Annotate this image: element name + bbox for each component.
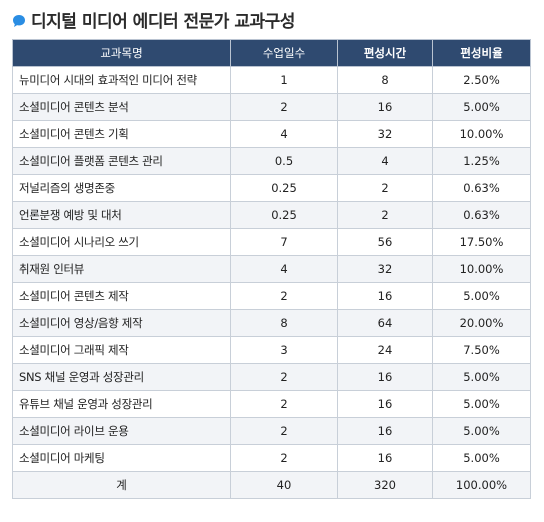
table-header-row: 교과목명 수업일수 편성시간 편성비율 <box>12 39 531 67</box>
table-row: 소셜미디어 콘텐츠 제작 2 16 5.00% <box>12 282 531 310</box>
days-cell: 2 <box>230 93 338 121</box>
column-header-subject: 교과목명 <box>12 39 231 67</box>
total-hours: 320 <box>337 471 433 499</box>
ratio-cell: 5.00% <box>432 363 531 391</box>
ratio-cell: 0.63% <box>432 174 531 202</box>
hours-cell: 8 <box>337 66 433 94</box>
days-cell: 7 <box>230 228 338 256</box>
subject-cell: 소셜미디어 콘텐츠 분석 <box>12 93 231 121</box>
page-title: 디지털 미디어 에디터 전문가 교과구성 <box>31 11 295 32</box>
subject-cell: 취재원 인터뷰 <box>12 255 231 283</box>
subject-cell: 언론분쟁 예방 및 대처 <box>12 201 231 229</box>
ratio-cell: 5.00% <box>432 444 531 472</box>
hours-cell: 32 <box>337 255 433 283</box>
total-days: 40 <box>230 471 338 499</box>
table-row: 유튜브 채널 운영과 성장관리 2 16 5.00% <box>12 390 531 418</box>
total-ratio: 100.00% <box>432 471 531 499</box>
days-cell: 4 <box>230 120 338 148</box>
ratio-cell: 5.00% <box>432 417 531 445</box>
hours-cell: 56 <box>337 228 433 256</box>
days-cell: 3 <box>230 336 338 364</box>
days-cell: 0.25 <box>230 201 338 229</box>
column-header-days: 수업일수 <box>230 39 338 67</box>
page-title-bar: 디지털 미디어 에디터 전문가 교과구성 <box>12 6 295 32</box>
hours-cell: 4 <box>337 147 433 175</box>
table-row: SNS 채널 운영과 성장관리 2 16 5.00% <box>12 363 531 391</box>
subject-cell: 소셜미디어 마케팅 <box>12 444 231 472</box>
days-cell: 2 <box>230 282 338 310</box>
total-label: 계 <box>12 471 231 499</box>
table-row: 소셜미디어 플랫폼 콘텐츠 관리 0.5 4 1.25% <box>12 147 531 175</box>
table-body: 뉴미디어 시대의 효과적인 미디어 전략 1 8 2.50% 소셜미디어 콘텐츠… <box>12 66 531 499</box>
column-header-ratio: 편성비율 <box>432 39 531 67</box>
ratio-cell: 1.25% <box>432 147 531 175</box>
days-cell: 1 <box>230 66 338 94</box>
subject-cell: 뉴미디어 시대의 효과적인 미디어 전략 <box>12 66 231 94</box>
days-cell: 2 <box>230 444 338 472</box>
subject-cell: 소셜미디어 그래픽 제작 <box>12 336 231 364</box>
table-row: 소셜미디어 시나리오 쓰기 7 56 17.50% <box>12 228 531 256</box>
table-row: 저널리즘의 생명존중 0.25 2 0.63% <box>12 174 531 202</box>
hours-cell: 16 <box>337 93 433 121</box>
subject-cell: 소셜미디어 라이브 운용 <box>12 417 231 445</box>
table-row: 뉴미디어 시대의 효과적인 미디어 전략 1 8 2.50% <box>12 66 531 94</box>
subject-cell: 소셜미디어 콘텐츠 기획 <box>12 120 231 148</box>
hours-cell: 2 <box>337 174 433 202</box>
ratio-cell: 5.00% <box>432 390 531 418</box>
ratio-cell: 10.00% <box>432 255 531 283</box>
days-cell: 8 <box>230 309 338 337</box>
subject-cell: SNS 채널 운영과 성장관리 <box>12 363 231 391</box>
speech-bubble-icon <box>12 13 26 27</box>
subject-cell: 소셜미디어 시나리오 쓰기 <box>12 228 231 256</box>
hours-cell: 24 <box>337 336 433 364</box>
table-row: 언론분쟁 예방 및 대처 0.25 2 0.63% <box>12 201 531 229</box>
column-header-hours: 편성시간 <box>337 39 433 67</box>
ratio-cell: 20.00% <box>432 309 531 337</box>
subject-cell: 유튜브 채널 운영과 성장관리 <box>12 390 231 418</box>
ratio-cell: 10.00% <box>432 120 531 148</box>
ratio-cell: 2.50% <box>432 66 531 94</box>
curriculum-table: 교과목명 수업일수 편성시간 편성비율 뉴미디어 시대의 효과적인 미디어 전략… <box>12 39 531 499</box>
table-row: 소셜미디어 콘텐츠 분석 2 16 5.00% <box>12 93 531 121</box>
hours-cell: 16 <box>337 390 433 418</box>
table-row: 소셜미디어 그래픽 제작 3 24 7.50% <box>12 336 531 364</box>
ratio-cell: 5.00% <box>432 282 531 310</box>
ratio-cell: 17.50% <box>432 228 531 256</box>
ratio-cell: 5.00% <box>432 93 531 121</box>
subject-cell: 소셜미디어 플랫폼 콘텐츠 관리 <box>12 147 231 175</box>
days-cell: 0.5 <box>230 147 338 175</box>
ratio-cell: 0.63% <box>432 201 531 229</box>
subject-cell: 소셜미디어 영상/음향 제작 <box>12 309 231 337</box>
days-cell: 2 <box>230 390 338 418</box>
hours-cell: 16 <box>337 363 433 391</box>
days-cell: 0.25 <box>230 174 338 202</box>
hours-cell: 16 <box>337 444 433 472</box>
subject-cell: 소셜미디어 콘텐츠 제작 <box>12 282 231 310</box>
hours-cell: 64 <box>337 309 433 337</box>
total-row: 계 40 320 100.00% <box>12 471 531 499</box>
table-row: 취재원 인터뷰 4 32 10.00% <box>12 255 531 283</box>
table-row: 소셜미디어 마케팅 2 16 5.00% <box>12 444 531 472</box>
table-row: 소셜미디어 라이브 운용 2 16 5.00% <box>12 417 531 445</box>
hours-cell: 16 <box>337 417 433 445</box>
hours-cell: 2 <box>337 201 433 229</box>
table-row: 소셜미디어 영상/음향 제작 8 64 20.00% <box>12 309 531 337</box>
hours-cell: 32 <box>337 120 433 148</box>
subject-cell: 저널리즘의 생명존중 <box>12 174 231 202</box>
ratio-cell: 7.50% <box>432 336 531 364</box>
days-cell: 2 <box>230 417 338 445</box>
days-cell: 2 <box>230 363 338 391</box>
days-cell: 4 <box>230 255 338 283</box>
hours-cell: 16 <box>337 282 433 310</box>
table-row: 소셜미디어 콘텐츠 기획 4 32 10.00% <box>12 120 531 148</box>
